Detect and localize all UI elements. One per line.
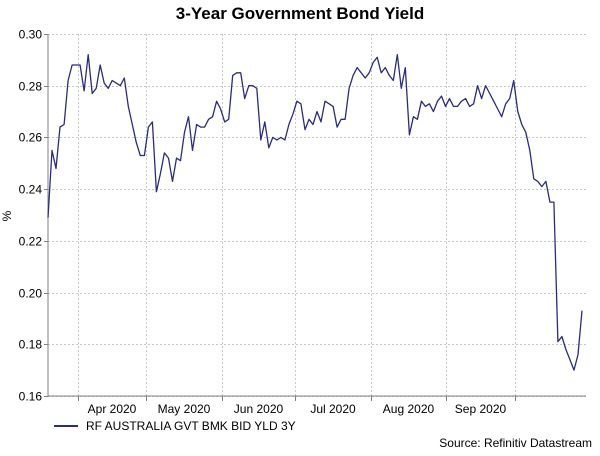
x-tick-label: Aug 2020 [383,402,435,416]
series-line [47,54,583,371]
y-tick-label: 0.16 [19,390,43,404]
gridlines [48,34,586,397]
x-tick-label: Jul 2020 [310,402,356,416]
x-tick-label: Apr 2020 [88,402,137,416]
series-lines [47,54,583,371]
y-axis-label: % [0,210,14,221]
legend: RF AUSTRALIA GVT BMK BID YLD 3Y [54,419,296,433]
y-tick-label: 0.30 [19,28,43,42]
x-tick-labels: Apr 2020 May 2020 Jun 2020 Jul 2020 Aug 2020… [88,402,507,416]
chart-title: 3-Year Government Bond Yield [175,4,425,23]
x-tick-label: Jun 2020 [234,402,284,416]
legend-swatch [54,425,78,427]
y-tick-label: 0.18 [19,338,43,352]
x-tick-label: Sep 2020 [455,402,507,416]
axes [44,34,586,401]
x-tick-label: May 2020 [158,402,211,416]
source-note: Source: Refinitiv Datastream [439,436,592,450]
y-tick-label: 0.20 [19,287,43,301]
y-tick-labels: 0.16 0.18 0.20 0.22 0.24 0.26 0.28 0.30 [19,28,43,404]
y-tick-label: 0.24 [19,183,43,197]
legend-label: RF AUSTRALIA GVT BMK BID YLD 3Y [86,419,296,433]
y-tick-label: 0.28 [19,80,43,94]
y-tick-label: 0.22 [19,235,43,249]
y-tick-label: 0.26 [19,131,43,145]
